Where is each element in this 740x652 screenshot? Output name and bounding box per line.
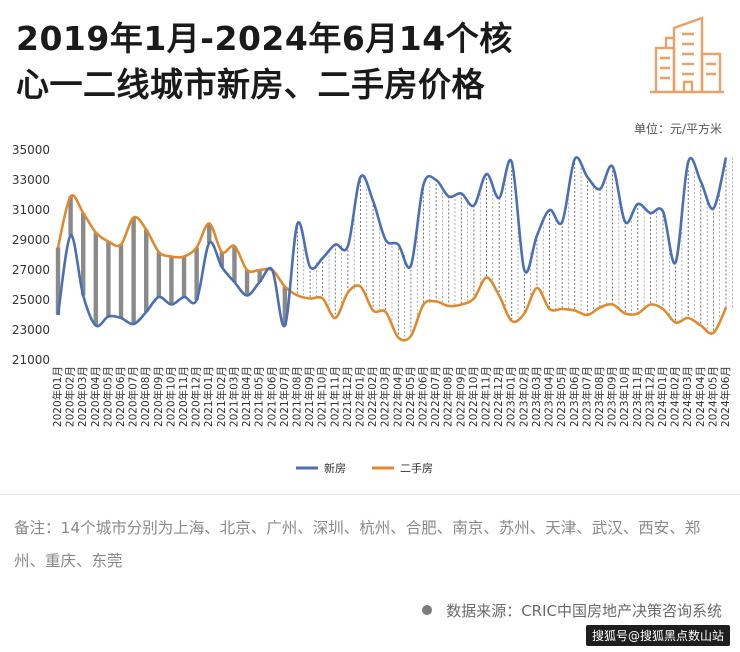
x-tick-label: 2020年11月 xyxy=(177,366,190,427)
gap-band xyxy=(81,213,86,296)
x-tick-label: 2022年06月 xyxy=(417,366,430,427)
price-line-chart: 21000 23000 25000 27000 29000 31000 33000 35000… xyxy=(12,143,733,475)
x-tick-label: 2020年12月 xyxy=(190,366,203,427)
x-tick-label: 2023年05月 xyxy=(555,366,568,427)
chart-title-line2: 心一二线城市新房、二手房价格 xyxy=(16,65,485,104)
data-source: 数据来源：CRIC中国房地产决策咨询系统 xyxy=(422,600,722,621)
chart-title-line1: 2019年1月-2024年6月14个核 xyxy=(16,19,513,58)
unit-label: 单位：元/平方米 xyxy=(633,122,722,136)
bullet-dot-icon xyxy=(422,605,433,615)
x-tick-label: 2021年02月 xyxy=(215,366,228,427)
x-tick-label: 2023年03月 xyxy=(530,366,543,427)
y-tick-label: 21000 xyxy=(12,353,50,367)
gap-band xyxy=(194,247,199,300)
x-tick-label: 2022年09月 xyxy=(454,366,467,427)
x-tick-label: 2021年05月 xyxy=(253,366,266,427)
gap-band xyxy=(257,270,262,282)
x-tick-label: 2020年08月 xyxy=(139,366,152,427)
x-tick-label: 2020年03月 xyxy=(76,366,89,427)
x-tick-label: 2023年07月 xyxy=(580,366,593,427)
x-tick-label: 2024年02月 xyxy=(669,366,682,427)
y-tick-label: 31000 xyxy=(12,203,50,217)
x-tick-label: 2021年06月 xyxy=(265,366,278,427)
x-tick-label: 2023年11月 xyxy=(631,366,644,427)
y-tick-label: 35000 xyxy=(12,143,50,157)
gap-band xyxy=(169,256,174,305)
y-tick-label: 29000 xyxy=(12,233,50,247)
x-tick-label: 2022年12月 xyxy=(492,366,505,427)
x-tick-label: 2021年07月 xyxy=(278,366,291,427)
gap-band xyxy=(244,270,250,296)
x-tick-label: 2021年12月 xyxy=(341,366,354,427)
gap-band xyxy=(219,252,225,267)
x-tick-label: 2021年01月 xyxy=(202,366,215,427)
x-tick-label: 2023年04月 xyxy=(543,366,556,427)
data-source-text: 数据来源：CRIC中国房地产决策咨询系统 xyxy=(446,602,722,620)
x-tick-label: 2020年10月 xyxy=(164,366,177,427)
x-tick-label: 2021年08月 xyxy=(290,366,303,427)
gap-band xyxy=(144,229,149,312)
legend-label: 新房 xyxy=(324,461,346,475)
x-tick-label: 2023年09月 xyxy=(606,366,619,427)
x-tick-label: 2022年02月 xyxy=(366,366,379,427)
x-tick-label: 2021年03月 xyxy=(227,366,240,427)
x-tick-label: 2022年08月 xyxy=(442,366,455,427)
gap-band xyxy=(207,223,212,243)
x-tick-label: 2021年04月 xyxy=(240,366,253,427)
gap-band xyxy=(68,196,73,236)
gap-band xyxy=(282,286,288,326)
series-line-second-hand xyxy=(56,194,728,342)
x-tick-label: 2022年07月 xyxy=(429,366,442,427)
gap-band xyxy=(93,232,99,326)
x-tick-label: 2023年10月 xyxy=(618,366,631,427)
x-tick-label: 2024年01月 xyxy=(656,366,669,427)
x-tick-label: 2020年05月 xyxy=(101,366,114,427)
x-tick-label: 2024年06月 xyxy=(719,366,732,427)
notes-text: 备注：14个城市分别为上海、北京、广州、深圳、杭州、合肥、南京、苏州、天津、武汉… xyxy=(14,519,701,570)
x-tick-label: 2022年03月 xyxy=(379,366,392,427)
gap-band xyxy=(55,247,61,315)
x-tick-label: 2021年11月 xyxy=(328,366,341,427)
city-buildings-icon xyxy=(650,16,724,94)
x-tick-label: 2020年01月 xyxy=(51,366,64,427)
x-tick-label: 2023年02月 xyxy=(517,366,530,427)
separator-line xyxy=(0,494,740,495)
y-tick-label: 27000 xyxy=(12,263,50,277)
gap-band xyxy=(106,241,111,317)
series-line-new-homes xyxy=(56,156,728,328)
gap-band xyxy=(131,217,136,324)
y-tick-label: 33000 xyxy=(12,173,50,187)
x-tick-label: 2020年06月 xyxy=(114,366,127,427)
gap-band xyxy=(156,252,162,297)
x-tick-label: 2020年07月 xyxy=(127,366,140,427)
x-tick-label: 2023年01月 xyxy=(505,366,518,427)
x-tick-label: 2022年01月 xyxy=(353,366,366,427)
x-tick-label: 2023年06月 xyxy=(568,366,581,427)
x-tick-label: 2022年10月 xyxy=(467,366,480,427)
gap-band xyxy=(232,246,237,282)
gap-band xyxy=(118,244,124,318)
x-tick-label: 2020年04月 xyxy=(89,366,102,427)
x-tick-label: 2021年10月 xyxy=(316,366,329,427)
x-tick-label: 2024年04月 xyxy=(694,366,707,427)
watermark-label: 搜狐号@搜狐黑点数山站 xyxy=(585,625,730,646)
x-tick-label: 2024年03月 xyxy=(681,366,694,427)
x-tick-label: 2023年08月 xyxy=(593,366,606,427)
y-tick-label: 25000 xyxy=(12,293,50,307)
x-tick-label: 2020年02月 xyxy=(64,366,77,427)
legend-label: 二手房 xyxy=(400,461,433,475)
x-tick-label: 2022年04月 xyxy=(391,366,404,427)
x-tick-label: 2021年09月 xyxy=(303,366,316,427)
x-tick-label: 2024年05月 xyxy=(706,366,719,427)
y-tick-label: 23000 xyxy=(12,323,50,337)
x-tick-label: 2022年05月 xyxy=(404,366,417,427)
x-tick-label: 2022年11月 xyxy=(480,366,493,427)
x-tick-label: 2020年09月 xyxy=(152,366,165,427)
gap-band xyxy=(181,256,187,297)
x-tick-label: 2023年12月 xyxy=(643,366,656,427)
